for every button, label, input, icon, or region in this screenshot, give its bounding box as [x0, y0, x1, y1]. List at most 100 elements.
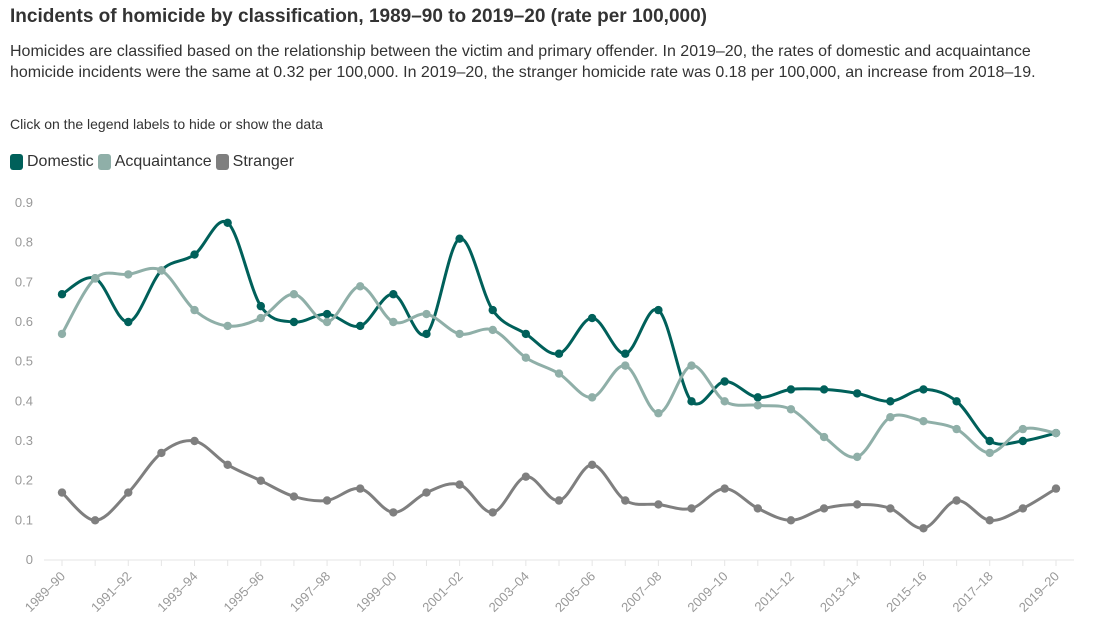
x-tick-label: 1993–94 — [154, 569, 200, 615]
data-point-stranger[interactable] — [190, 436, 199, 446]
data-point-domestic[interactable] — [853, 389, 862, 398]
data-point-domestic[interactable] — [322, 309, 332, 319]
data-point-stranger[interactable] — [587, 460, 597, 469]
data-point-domestic[interactable] — [223, 218, 232, 228]
data-point-domestic[interactable] — [786, 385, 796, 394]
data-point-domestic[interactable] — [190, 250, 199, 259]
data-point-acquaintance[interactable] — [322, 317, 332, 327]
data-point-stranger[interactable] — [786, 516, 796, 525]
chart-title: Incidents of homicide by classification,… — [10, 6, 707, 27]
data-point-domestic[interactable] — [356, 321, 365, 331]
data-point-stranger[interactable] — [256, 476, 265, 485]
legend-swatch-domestic — [10, 154, 23, 170]
data-point-domestic[interactable] — [124, 317, 133, 327]
data-point-domestic[interactable] — [621, 349, 630, 358]
data-point-stranger[interactable] — [687, 504, 696, 513]
legend-item-acquaintance[interactable]: Acquaintance — [97, 153, 212, 171]
data-point-acquaintance[interactable] — [853, 452, 862, 462]
data-point-domestic[interactable] — [1018, 436, 1028, 446]
data-point-stranger[interactable] — [223, 460, 232, 469]
data-point-acquaintance[interactable] — [521, 353, 531, 362]
legend-item-domestic[interactable]: Domestic — [10, 153, 94, 171]
data-point-domestic[interactable] — [720, 377, 729, 386]
data-point-stranger[interactable] — [157, 448, 166, 458]
data-point-domestic[interactable] — [654, 305, 663, 315]
data-point-stranger[interactable] — [853, 500, 862, 509]
data-point-domestic[interactable] — [521, 329, 531, 339]
data-point-stranger[interactable] — [356, 484, 365, 493]
data-point-acquaintance[interactable] — [886, 413, 895, 422]
data-point-acquaintance[interactable] — [190, 305, 199, 315]
data-point-acquaintance[interactable] — [587, 393, 597, 402]
data-point-domestic[interactable] — [289, 317, 299, 327]
data-point-domestic[interactable] — [587, 313, 597, 323]
data-point-domestic[interactable] — [256, 301, 265, 311]
data-point-acquaintance[interactable] — [952, 424, 961, 434]
data-point-acquaintance[interactable] — [819, 432, 829, 442]
data-point-stranger[interactable] — [289, 492, 299, 501]
data-point-domestic[interactable] — [886, 397, 895, 406]
data-point-stranger[interactable] — [753, 504, 762, 513]
data-point-acquaintance[interactable] — [124, 270, 133, 279]
data-point-domestic[interactable] — [455, 234, 464, 243]
data-point-acquaintance[interactable] — [455, 329, 464, 339]
data-point-domestic[interactable] — [687, 397, 696, 406]
data-point-acquaintance[interactable] — [356, 282, 365, 291]
data-point-domestic[interactable] — [554, 349, 564, 358]
data-point-acquaintance[interactable] — [389, 317, 398, 327]
data-point-stranger[interactable] — [621, 496, 630, 505]
data-point-stranger[interactable] — [521, 472, 531, 481]
data-point-acquaintance[interactable] — [223, 321, 232, 331]
data-point-stranger[interactable] — [819, 504, 829, 513]
data-point-stranger[interactable] — [554, 496, 564, 505]
data-point-domestic[interactable] — [422, 329, 431, 339]
data-point-domestic[interactable] — [389, 290, 398, 299]
data-point-acquaintance[interactable] — [57, 329, 67, 339]
data-point-domestic[interactable] — [819, 385, 829, 394]
data-point-acquaintance[interactable] — [157, 266, 166, 275]
data-point-stranger[interactable] — [124, 488, 133, 497]
data-point-acquaintance[interactable] — [1018, 424, 1028, 434]
data-point-stranger[interactable] — [886, 504, 895, 513]
data-point-acquaintance[interactable] — [720, 397, 729, 406]
data-point-stranger[interactable] — [488, 508, 497, 517]
data-point-stranger[interactable] — [952, 496, 961, 505]
data-point-acquaintance[interactable] — [289, 290, 299, 299]
data-point-stranger[interactable] — [90, 516, 100, 525]
data-point-stranger[interactable] — [322, 496, 332, 505]
data-point-stranger[interactable] — [654, 500, 663, 509]
data-point-acquaintance[interactable] — [919, 416, 928, 426]
data-point-stranger[interactable] — [985, 516, 994, 525]
data-point-acquaintance[interactable] — [422, 309, 431, 319]
data-point-stranger[interactable] — [455, 480, 464, 489]
data-point-domestic[interactable] — [919, 385, 928, 394]
data-point-acquaintance[interactable] — [1051, 428, 1061, 438]
data-point-acquaintance[interactable] — [90, 274, 100, 283]
data-point-acquaintance[interactable] — [256, 313, 265, 323]
data-point-acquaintance[interactable] — [654, 409, 663, 418]
data-point-domestic[interactable] — [488, 305, 497, 315]
y-tick-label: 0.8 — [15, 235, 33, 250]
data-point-acquaintance[interactable] — [786, 405, 796, 414]
data-point-stranger[interactable] — [57, 488, 67, 497]
data-point-stranger[interactable] — [720, 484, 729, 493]
x-tick-label: 2013–14 — [817, 569, 863, 615]
data-point-stranger[interactable] — [919, 524, 928, 533]
data-point-stranger[interactable] — [1051, 484, 1061, 493]
data-point-domestic[interactable] — [952, 397, 961, 406]
legend-swatch-stranger — [215, 154, 229, 170]
data-point-domestic[interactable] — [753, 393, 762, 402]
data-point-domestic[interactable] — [985, 436, 994, 446]
legend-item-stranger[interactable]: Stranger — [215, 153, 294, 171]
data-point-domestic[interactable] — [57, 290, 67, 299]
data-point-acquaintance[interactable] — [753, 401, 762, 410]
data-point-acquaintance[interactable] — [488, 325, 497, 335]
data-point-acquaintance[interactable] — [621, 361, 630, 370]
x-tick-label: 1997–98 — [287, 569, 333, 615]
data-point-acquaintance[interactable] — [687, 361, 696, 370]
data-point-stranger[interactable] — [389, 508, 398, 517]
data-point-acquaintance[interactable] — [554, 369, 564, 378]
data-point-stranger[interactable] — [1018, 504, 1028, 513]
data-point-stranger[interactable] — [422, 488, 431, 497]
data-point-acquaintance[interactable] — [985, 448, 994, 458]
